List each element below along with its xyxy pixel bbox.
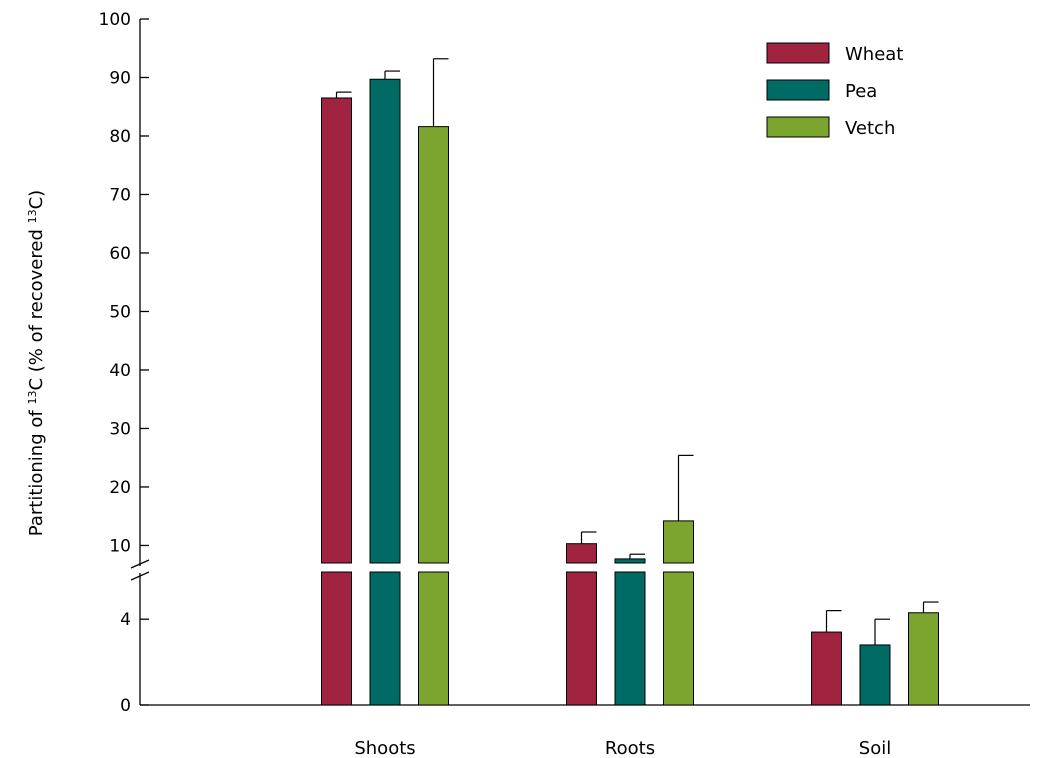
bar-roots-vetch-lower <box>663 571 694 706</box>
bar-shoots-pea-upper <box>369 78 401 564</box>
bar-roots-wheat-upper <box>566 543 597 564</box>
bar-soil-pea <box>859 644 891 706</box>
bar-roots-wheat-lower <box>566 571 597 706</box>
x-category-label: Shoots <box>354 738 415 758</box>
bar-shoots-wheat-upper <box>321 97 352 564</box>
axis-break-mark <box>130 559 150 569</box>
y-axis-ticks: 0 4 10 20 30 40 50 60 70 80 90 100 <box>99 10 149 716</box>
bar-soil-wheat <box>811 631 842 706</box>
bar-soil-vetch <box>908 612 939 706</box>
legend-label-pea: Pea <box>845 81 877 102</box>
axis-break-mark <box>130 571 150 581</box>
y-tick-label: 90 <box>109 68 131 88</box>
bar-roots-pea-lower <box>614 571 646 706</box>
y-tick-label: 20 <box>109 478 131 498</box>
legend-swatch-wheat <box>766 42 830 64</box>
y-tick-label: 60 <box>109 244 131 264</box>
y-tick-label: 4 <box>120 610 131 630</box>
y-tick-label: 30 <box>109 419 131 439</box>
bar-shoots-vetch-lower <box>418 571 449 706</box>
legend-swatch-vetch <box>766 116 830 138</box>
y-tick-label: 50 <box>109 302 131 322</box>
y-tick-label: 40 <box>109 361 131 381</box>
bar-shoots-pea-lower <box>369 571 401 706</box>
y-tick-label: 70 <box>109 185 131 205</box>
x-axis-labels: Shoots Roots Soil <box>354 738 891 758</box>
y-tick-label: 80 <box>109 127 131 147</box>
x-category-label: Roots <box>605 738 655 758</box>
bar-roots-vetch-upper <box>663 520 694 564</box>
y-axis-title: Partitioning of 13C (% of recovered 13C) <box>26 190 48 536</box>
bar-roots-pea-upper <box>614 558 646 564</box>
bars <box>321 58 939 706</box>
bar-shoots-wheat-lower <box>321 571 352 706</box>
y-tick-label: 0 <box>120 696 131 716</box>
bar-shoots-vetch-upper <box>418 126 449 564</box>
y-tick-label: 10 <box>109 536 131 556</box>
legend-swatch-pea <box>766 79 830 101</box>
x-category-label: Soil <box>859 738 891 758</box>
legend: Wheat Pea Vetch <box>766 42 903 139</box>
legend-label-vetch: Vetch <box>845 118 895 139</box>
legend-label-wheat: Wheat <box>845 44 903 65</box>
y-tick-label: 100 <box>99 10 131 30</box>
